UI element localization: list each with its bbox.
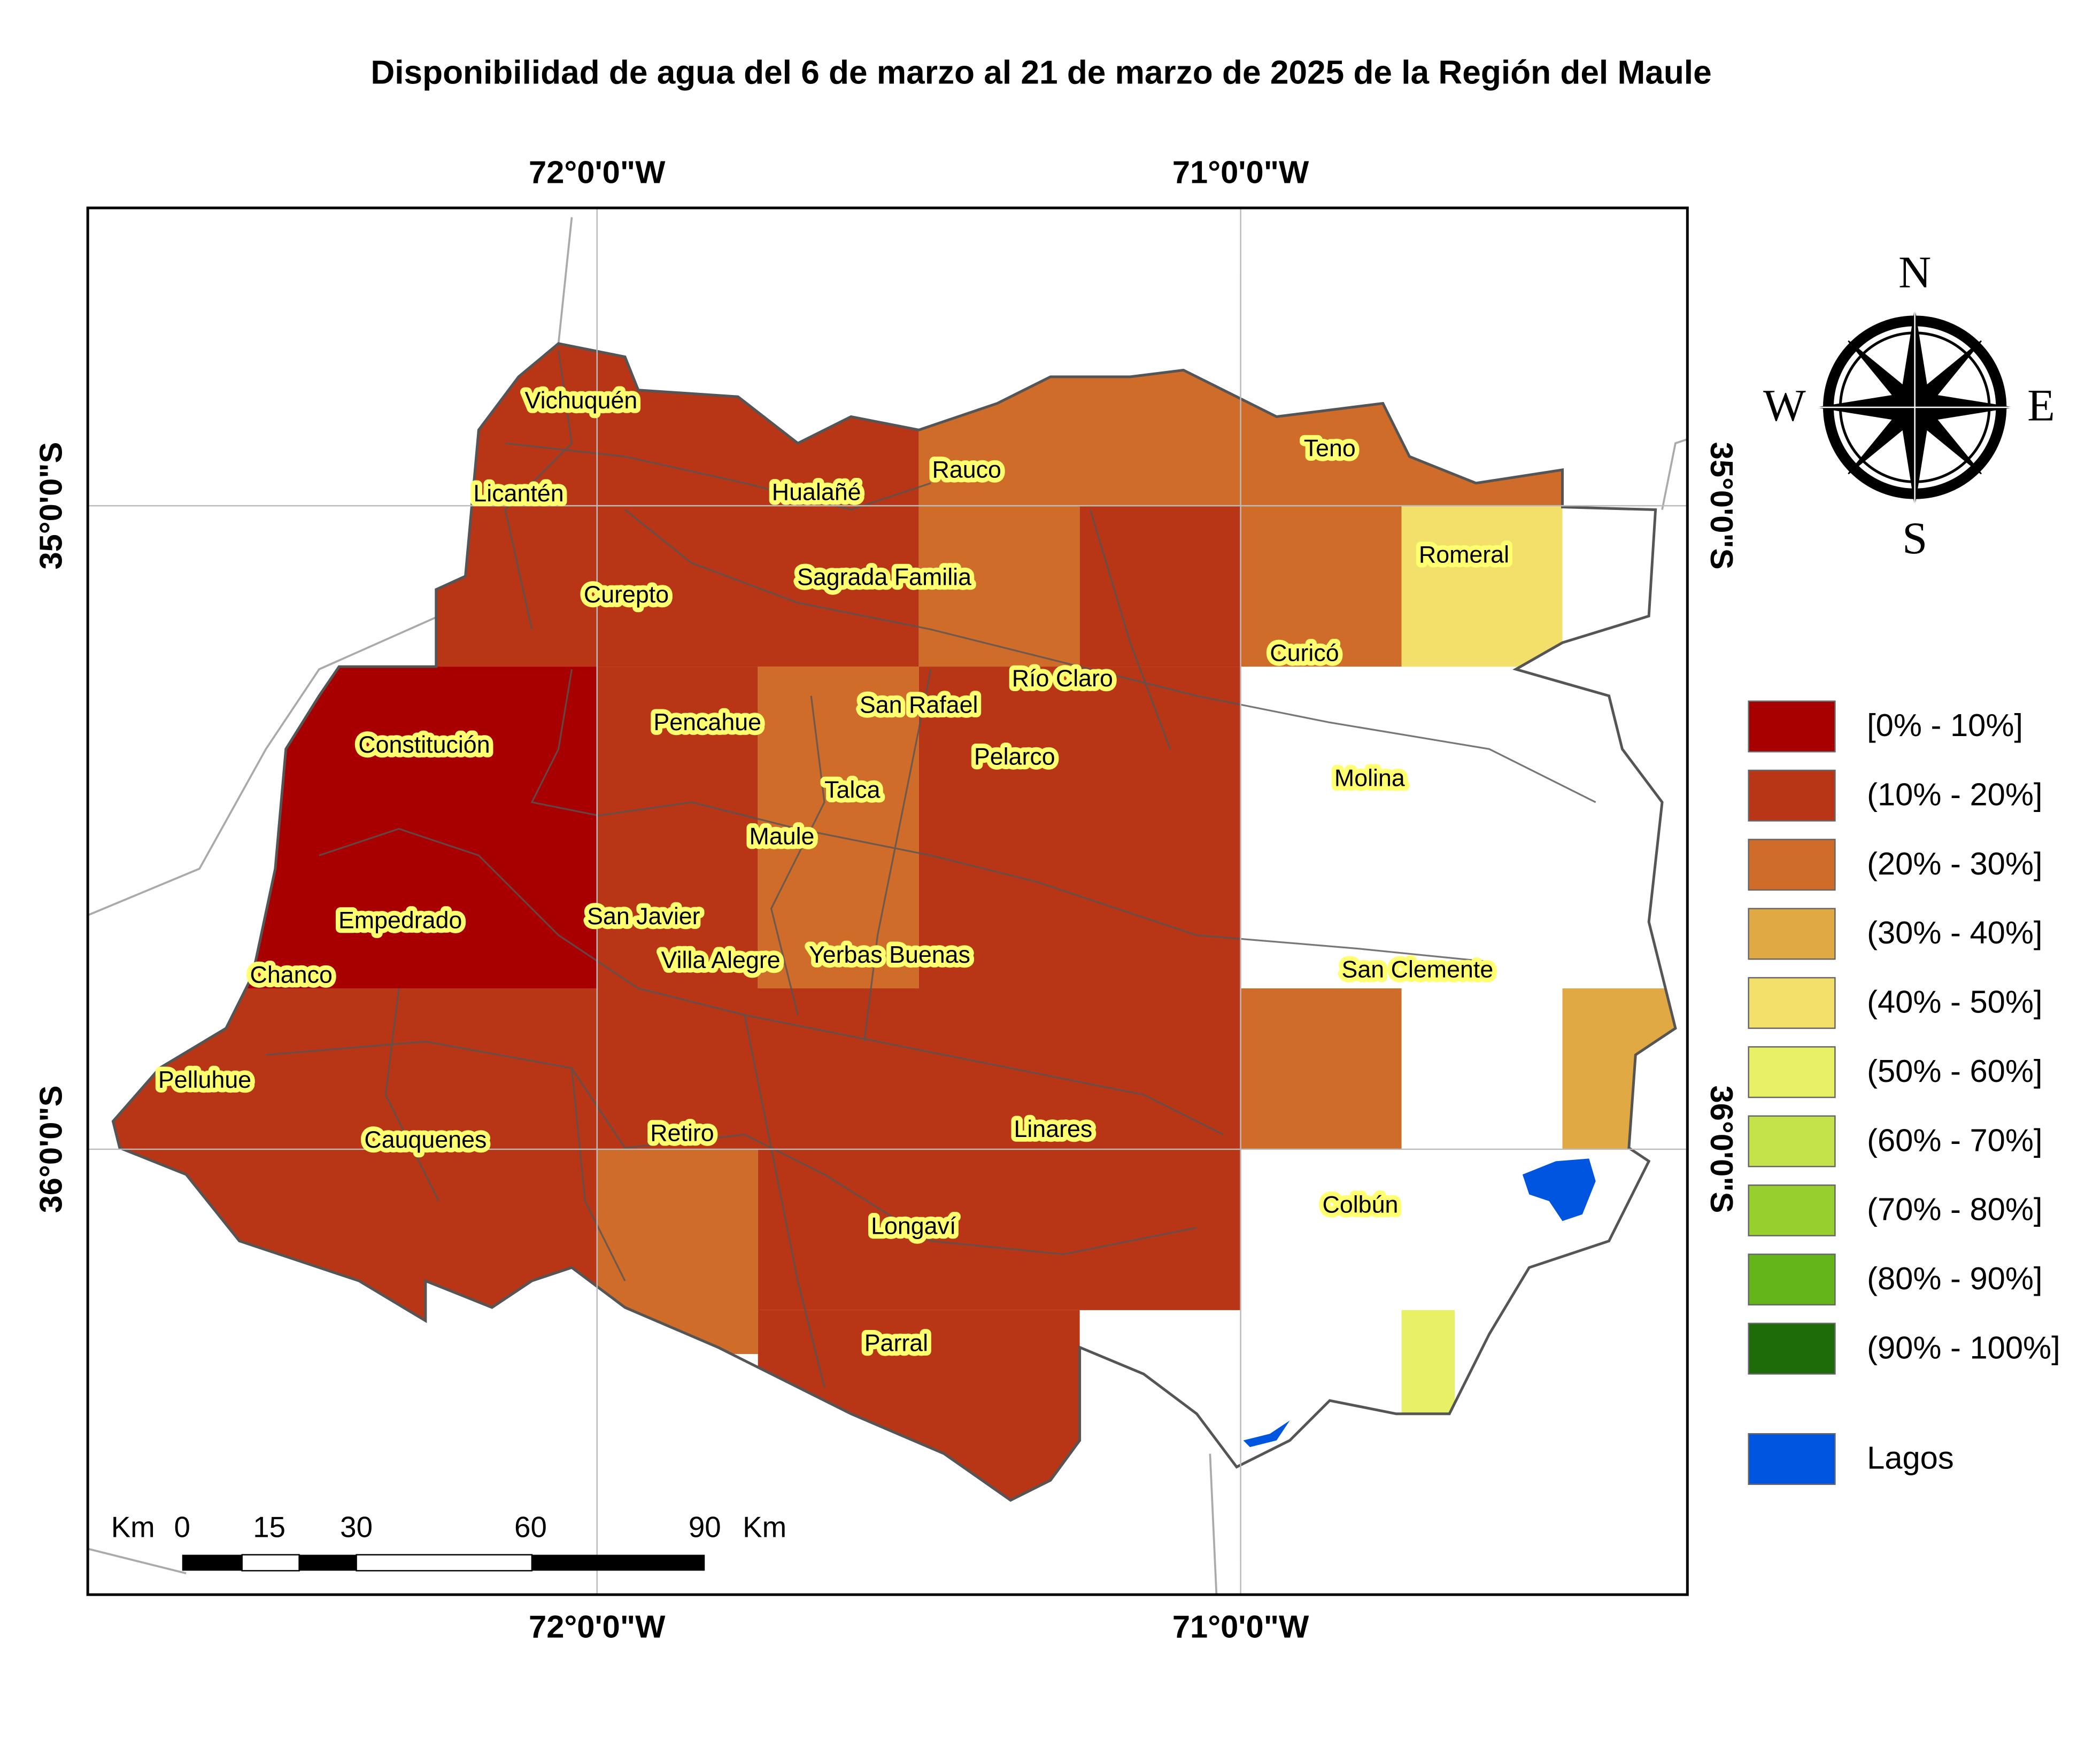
commune-label: Constitución [358, 731, 490, 758]
legend-swatch [1748, 1046, 1836, 1098]
commune-label: Cauquenes [364, 1126, 486, 1153]
map-frame [86, 206, 1689, 1596]
lon-label: 72°0'0"W [529, 1609, 666, 1645]
commune-label: Río Claro [1012, 665, 1113, 692]
legend-swatch [1748, 1433, 1836, 1485]
commune-label: Villa Alegre [661, 947, 781, 973]
commune-label: Parral [864, 1329, 928, 1356]
commune-label: Chanco [250, 961, 333, 988]
scale-tick-label: 60 [514, 1511, 547, 1544]
compass-n: N [1898, 248, 1931, 298]
legend-swatch [1748, 839, 1836, 891]
commune-label: San Clemente [1342, 956, 1494, 982]
commune-label: Romeral [1419, 541, 1509, 568]
legend-label: (80% - 90%] [1867, 1260, 2042, 1296]
legend-label: (30% - 40%] [1867, 915, 2042, 950]
commune-label: Longaví [871, 1213, 956, 1240]
commune-label: Teno [1304, 435, 1356, 461]
lat-label: 36°0'0"S [33, 1085, 68, 1213]
legend-swatch [1748, 1322, 1836, 1375]
commune-label: Hualañé [772, 479, 861, 506]
lon-label: 71°0'0"W [1172, 1609, 1309, 1645]
commune-label: Colbún [1323, 1192, 1399, 1218]
lat-label: 36°0'0"S [1704, 1085, 1740, 1213]
legend-label: (20% - 30%] [1867, 846, 2042, 881]
commune-label: Sagrada Familia [797, 564, 971, 591]
commune-label: San Rafael [860, 692, 978, 718]
legend-swatch [1748, 977, 1836, 1029]
commune-label: Pelarco [974, 744, 1055, 770]
legend-label: (50% - 60%] [1867, 1053, 2042, 1089]
commune-label: Yerbas Buenas [809, 941, 970, 968]
legend-label: (90% - 100%] [1867, 1329, 2060, 1365]
legend: [0% - 10%] (10% - 20%] (20% - 30%] (30% - 4… [1748, 700, 2060, 1485]
scale-unit: Km [111, 1511, 155, 1544]
lat-label: 35°0'0"S [33, 442, 68, 570]
legend-swatch [1748, 700, 1836, 753]
commune-label: Rauco [932, 456, 1001, 483]
compass-w: W [1763, 381, 1806, 430]
compass-e: E [2027, 381, 2055, 430]
commune-label: Vichuquén [525, 387, 638, 414]
legend-swatch [1748, 908, 1836, 960]
commune-label: Curicó [1270, 640, 1339, 667]
scale-bar: Km Km 0 15 30 60 90 [111, 1511, 786, 1572]
scale-tick-label: 0 [174, 1511, 190, 1544]
commune-borders [266, 350, 1596, 1388]
commune-label: Empedrado [338, 907, 462, 933]
neighbor-borders [88, 217, 1688, 1595]
commune-label: Maule [750, 823, 815, 850]
commune-label: Linares [1014, 1116, 1092, 1142]
lat-label: 35°0'0"S [1704, 442, 1740, 570]
commune-labels: Vichuquén Licantén Hualañé Rauco Teno Romeral… [153, 382, 1514, 1361]
commune-label: Pencahue [653, 709, 761, 736]
compass-s: S [1902, 514, 1927, 563]
scale-unit: Km [743, 1511, 786, 1544]
commune-label: Talca [824, 777, 881, 803]
commune-label: Licantén [473, 480, 563, 507]
commune-label: Molina [1334, 764, 1405, 791]
legend-label: (60% - 70%] [1867, 1122, 2042, 1158]
graticule-lines [88, 207, 1688, 1595]
commune-label: Retiro [650, 1119, 714, 1146]
legend-swatch [1748, 1184, 1836, 1236]
lakes [1243, 1158, 1596, 1448]
lon-label: 72°0'0"W [529, 154, 666, 190]
legend-label: (70% - 80%] [1867, 1192, 2042, 1227]
legend-swatch [1748, 769, 1836, 822]
legend-swatch [1748, 1254, 1836, 1306]
legend-swatch [1748, 1115, 1836, 1167]
scale-tick-label: 15 [253, 1511, 285, 1544]
compass: N S E W [1763, 248, 2055, 563]
commune-label: Pelluhue [158, 1066, 251, 1093]
commune-label: San Javier [587, 903, 700, 930]
legend-label: Lagos [1867, 1440, 1954, 1476]
legend-label: (10% - 20%] [1867, 777, 2042, 813]
title: Disponibilidad de agua del 6 de marzo al… [370, 55, 1711, 91]
scale-tick-label: 30 [340, 1511, 373, 1544]
legend-label: (40% - 50%] [1867, 984, 2042, 1020]
lon-label: 71°0'0"W [1172, 154, 1309, 190]
scale-tick-label: 90 [689, 1511, 721, 1544]
legend-label: [0% - 10%] [1867, 707, 2023, 743]
commune-label: Curepto [584, 581, 669, 608]
